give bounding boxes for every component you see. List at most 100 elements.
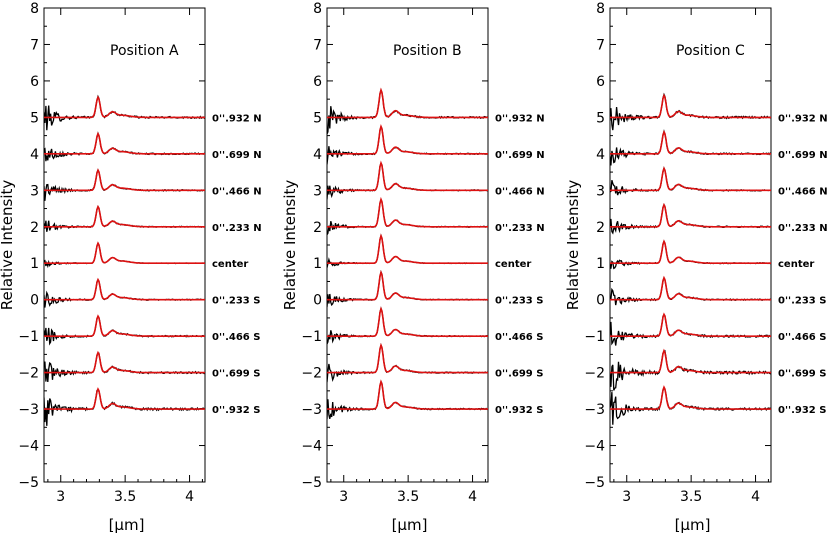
- panel-title: Position A: [110, 43, 179, 59]
- y-tick-label: 4: [596, 147, 605, 163]
- y-axis-label: Relative Intensity: [564, 180, 582, 311]
- fit-spectrum: [44, 131, 205, 155]
- y-tick-label: −3: [18, 402, 39, 418]
- y-tick-label: 6: [596, 74, 605, 90]
- y-tick-label: −5: [18, 475, 39, 491]
- observed-spectrum: [44, 278, 205, 308]
- fit-spectrum: [327, 379, 488, 410]
- y-tick-label: 8: [313, 1, 322, 17]
- observed-spectrum: [44, 94, 205, 131]
- y-tick-label: −2: [301, 366, 322, 382]
- series-label: 0''.932 N: [495, 113, 545, 124]
- series-label: 0''.466 S: [778, 332, 826, 343]
- x-tick-label: 3: [339, 489, 348, 505]
- series-label: 0''.932 S: [778, 405, 826, 416]
- series-label: 0''.699 S: [495, 369, 543, 380]
- y-tick-label: −5: [301, 475, 322, 491]
- observed-spectrum: [610, 313, 771, 346]
- x-axis-label: [μm]: [675, 516, 711, 534]
- fit-spectrum: [44, 95, 205, 119]
- series-label: 0''.233 S: [778, 296, 826, 307]
- y-tick-label: 5: [596, 110, 605, 126]
- series-label: 0''.233 S: [495, 296, 543, 307]
- observed-spectrum: [44, 352, 205, 382]
- fit-spectrum: [44, 350, 205, 374]
- y-tick-label: −3: [584, 402, 605, 418]
- observed-spectrum: [610, 276, 771, 306]
- x-tick-label: 3: [622, 489, 631, 505]
- series-label: 0''.233 S: [212, 296, 260, 307]
- observed-spectrum: [327, 124, 488, 165]
- fit-spectrum: [327, 342, 488, 374]
- series-label: 0''.932 S: [212, 405, 260, 416]
- fit-spectrum: [610, 130, 771, 155]
- panel-title: Position B: [393, 43, 462, 59]
- y-tick-label: −4: [18, 439, 39, 455]
- series-label: 0''.233 N: [778, 223, 828, 234]
- series-label: 0''.466 N: [495, 186, 545, 197]
- observed-spectrum: [44, 168, 205, 201]
- observed-spectrum: [44, 131, 205, 162]
- fit-spectrum: [610, 239, 771, 264]
- y-tick-label: 0: [596, 293, 605, 309]
- y-tick-label: −5: [584, 475, 605, 491]
- y-tick-label: 0: [30, 293, 39, 309]
- y-tick-label: 1: [313, 256, 322, 272]
- fit-spectrum: [610, 275, 771, 301]
- panel-title: Position C: [676, 43, 745, 59]
- series-label: 0''.699 N: [495, 150, 545, 161]
- series-label: 0''.699 N: [212, 150, 262, 161]
- y-axis-label: Relative Intensity: [281, 180, 299, 311]
- series-label: 0''.932 N: [212, 113, 262, 124]
- observed-spectrum: [610, 129, 771, 166]
- y-tick-label: −1: [18, 329, 39, 345]
- fit-spectrum: [44, 314, 205, 337]
- series-label: center: [495, 259, 531, 270]
- y-tick-label: 2: [596, 220, 605, 236]
- observed-spectrum: [327, 269, 488, 308]
- x-tick-label: 3.5: [114, 489, 136, 505]
- chart-panel-1: −5 −4 −3 −2 −1 0 1 2 3 4 5 6 7 8 3 3.5 4 [μm] Relative Int…: [0, 1, 262, 534]
- x-tick-label: 3.5: [680, 489, 702, 505]
- chart-panel-3: −5 −4 −3 −2 −1 0 1 2 3 4 5 6 7 8 3 3.5 4 [μm] Relative Int…: [564, 1, 828, 534]
- y-tick-label: 7: [30, 37, 39, 53]
- y-tick-label: 2: [313, 220, 322, 236]
- y-tick-label: 4: [313, 147, 322, 163]
- y-tick-label: −1: [301, 329, 322, 345]
- y-tick-label: 3: [596, 183, 605, 199]
- fit-spectrum: [610, 202, 771, 228]
- y-tick-label: −3: [301, 402, 322, 418]
- series-label: 0''.466 N: [212, 186, 262, 197]
- observed-spectrum: [44, 389, 205, 426]
- fit-spectrum: [44, 387, 205, 410]
- y-tick-label: 7: [313, 37, 322, 53]
- y-tick-label: −4: [301, 439, 322, 455]
- observed-spectrum: [610, 92, 771, 131]
- observed-spectrum: [610, 349, 771, 391]
- y-tick-label: 3: [30, 183, 39, 199]
- fit-spectrum: [610, 93, 771, 119]
- series-label: 0''.466 S: [495, 332, 543, 343]
- observed-spectrum: [327, 88, 488, 135]
- x-tick-label: 4: [751, 489, 760, 505]
- series-label: center: [212, 259, 248, 270]
- fit-spectrum: [327, 233, 488, 264]
- y-tick-label: 5: [313, 110, 322, 126]
- x-axis-label: [μm]: [109, 516, 145, 534]
- y-tick-label: 5: [30, 110, 39, 126]
- fit-spectrum: [327, 196, 488, 228]
- y-tick-label: −1: [584, 329, 605, 345]
- plot-frame: [609, 7, 772, 483]
- y-tick-label: 6: [313, 74, 322, 90]
- observed-spectrum: [610, 203, 771, 235]
- y-tick-label: 1: [596, 256, 605, 272]
- series-label: 0''.699 S: [212, 369, 260, 380]
- fit-spectrum: [44, 241, 205, 264]
- y-tick-label: −4: [584, 439, 605, 455]
- series-label: center: [778, 259, 814, 270]
- x-tick-label: 4: [468, 489, 477, 505]
- series-label: 0''.932 S: [495, 405, 543, 416]
- observed-spectrum: [610, 239, 771, 270]
- series-label: 0''.233 N: [495, 223, 545, 234]
